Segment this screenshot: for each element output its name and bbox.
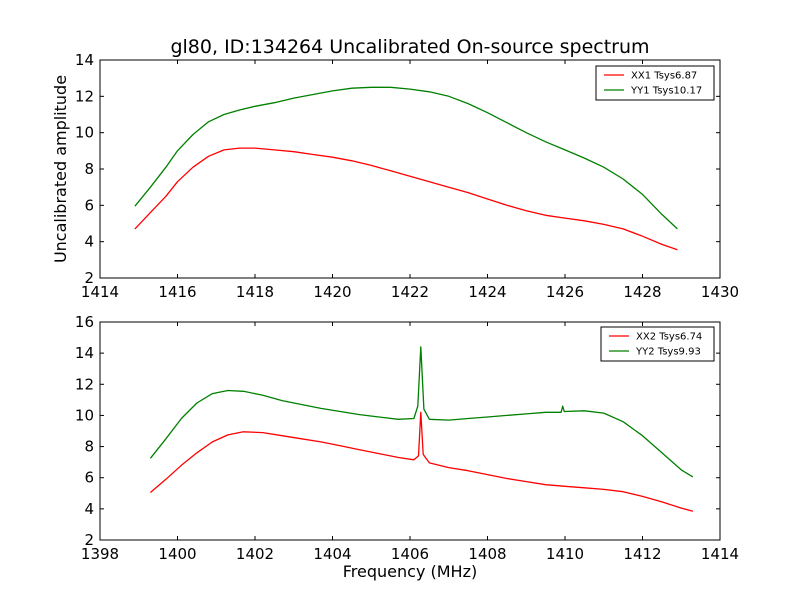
x-tick-label: 1406 <box>391 545 429 563</box>
x-tick-label: 1420 <box>313 283 351 301</box>
x-tick-label: 1426 <box>546 283 584 301</box>
legend-box <box>600 326 715 362</box>
legend: XX2 Tsys6.74 YY2 Tsys9.93 <box>600 326 715 362</box>
x-tick-label: 1400 <box>158 545 196 563</box>
x-tick-label: 1416 <box>158 283 196 301</box>
y-tick-label: 12 <box>75 87 94 105</box>
x-tick-label: 1410 <box>546 545 584 563</box>
series-group <box>149 346 694 512</box>
x-tick-label: 1430 <box>701 283 739 301</box>
subplot-1: 1414 1416 1418 1420 1422 1424 1426 1428 1430 2 4 6 8… <box>75 51 739 301</box>
y-tick-label: 16 <box>75 313 94 331</box>
legend-label: YY1 Tsys10.17 <box>630 86 702 97</box>
x-tick-label: 1414 <box>81 283 119 301</box>
x-axis-label: Frequency (MHz) <box>343 562 477 581</box>
y-tick-label: 4 <box>84 500 94 518</box>
series-line-xx2 <box>149 411 694 512</box>
legend-label: YY2 Tsys9.93 <box>635 347 701 358</box>
x-tick-label: 1412 <box>623 545 661 563</box>
y-tick-label: 8 <box>84 438 94 456</box>
x-tick-label: 1428 <box>623 283 661 301</box>
series-line-xx1 <box>134 147 678 251</box>
series-line-yy2 <box>149 346 694 478</box>
chart-title: gl80, ID:134264 Uncalibrated On-source s… <box>170 36 649 58</box>
x-tick-label: 1408 <box>468 545 506 563</box>
x-tick-label: 1414 <box>701 545 739 563</box>
y-tick-label: 10 <box>75 124 94 142</box>
x-tick-label: 1402 <box>236 545 274 563</box>
series-line-yy1 <box>134 86 678 230</box>
legend-label: XX1 Tsys6.87 <box>631 71 697 82</box>
x-tick-label: 1418 <box>236 283 274 301</box>
subplot-2: 1398 1400 1402 1404 1406 1408 1410 1412 14142468… <box>75 313 739 563</box>
y-tick-label: 2 <box>84 269 94 287</box>
x-tick-label: 1424 <box>468 283 506 301</box>
y-tick-label: 14 <box>75 344 94 362</box>
x-tick-label: 1398 <box>81 545 119 563</box>
plots: 1414 1416 1418 1420 1422 1424 1426 1428 14302468… <box>75 51 739 563</box>
x-tick-label: 1422 <box>391 283 429 301</box>
x-tick-label: 1404 <box>313 545 351 563</box>
y-tick-label: 10 <box>75 406 94 424</box>
series-group <box>134 86 678 251</box>
y-tick-label: 6 <box>84 196 94 214</box>
y-tick-label: 8 <box>84 160 94 178</box>
y-tick-label: 2 <box>84 531 94 549</box>
y-tick-label: 12 <box>75 375 94 393</box>
legend: XX1 Tsys6.87 YY1 Tsys10.17 <box>595 65 715 101</box>
legend-box <box>595 65 715 101</box>
y-tick-label: 6 <box>84 469 94 487</box>
y-axis-label: Uncalibrated amplitude <box>51 75 70 263</box>
legend-label: XX2 Tsys6.74 <box>636 332 702 343</box>
y-tick-label: 4 <box>84 233 94 251</box>
y-tick-label: 14 <box>75 51 94 69</box>
